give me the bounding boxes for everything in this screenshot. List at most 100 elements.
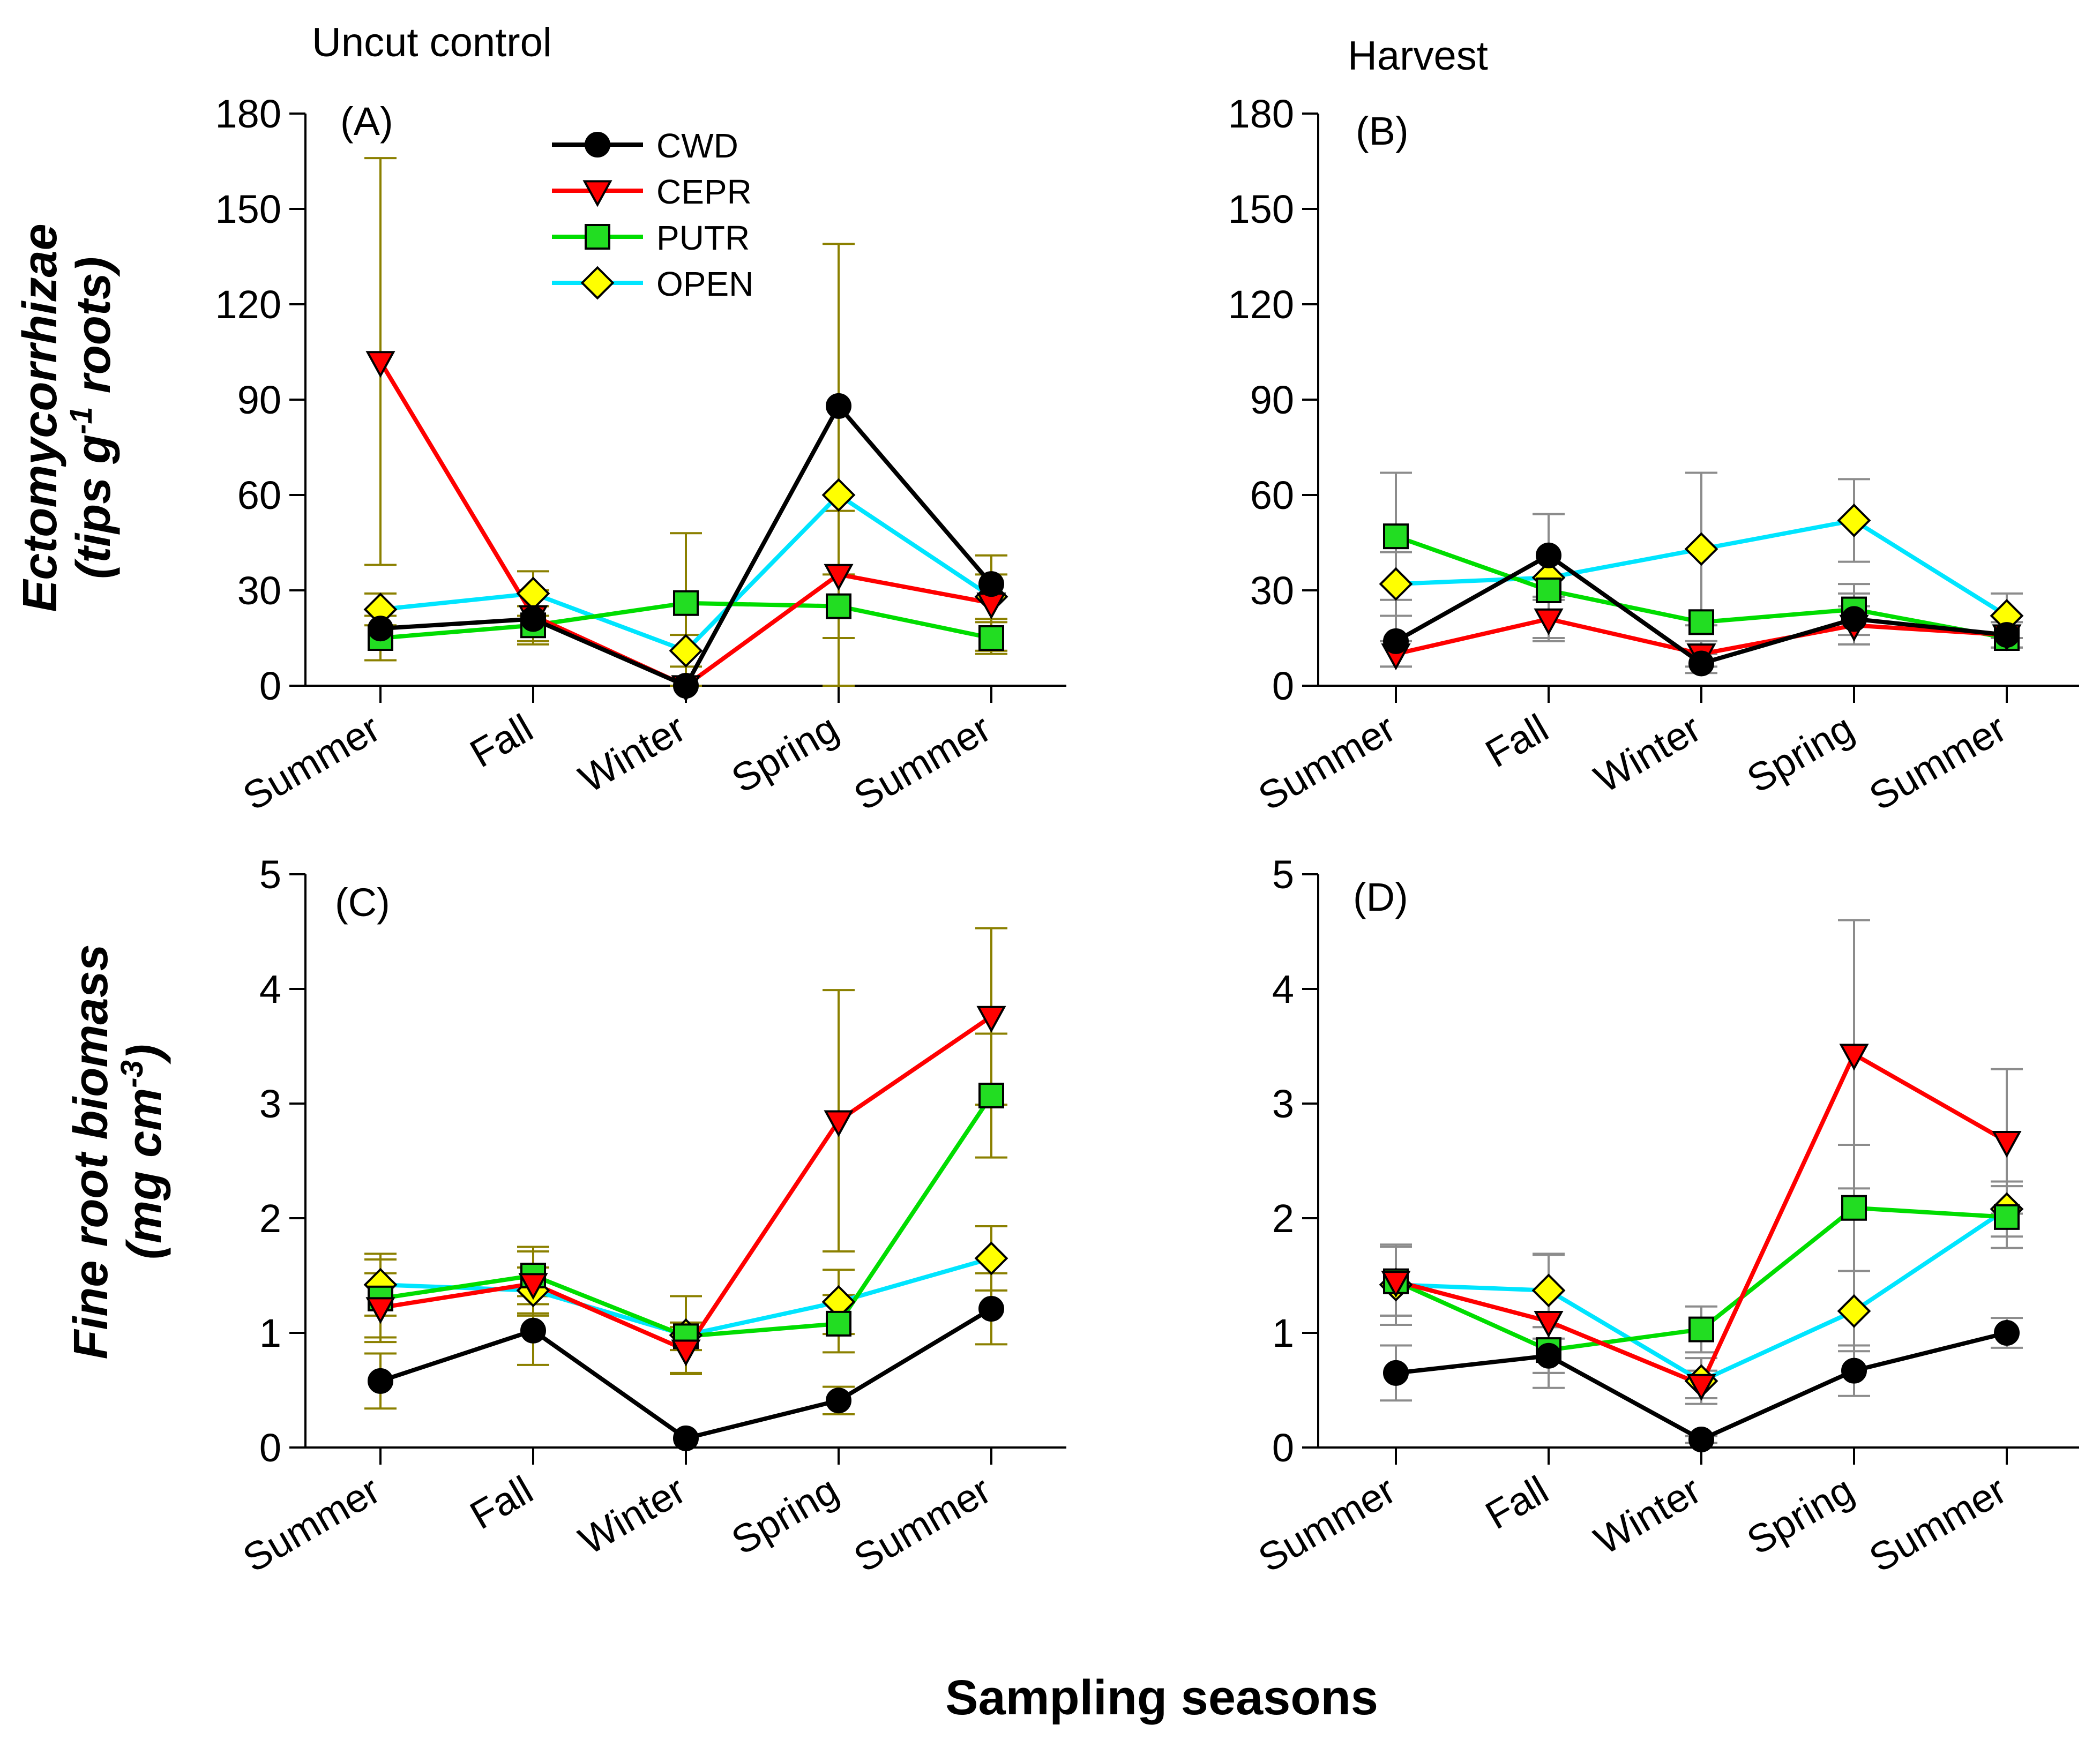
point-cwd [1536,1342,1561,1369]
point-cwd [368,1368,393,1394]
y-tick-label: 120 [1228,282,1294,327]
y-label-bottom-line2: (mg cm-3) [115,1044,171,1259]
point-cepr [365,351,395,378]
y-label-top-line1: Ectomycorrhizae [13,223,67,612]
y-tick-label: 5 [1272,852,1294,897]
point-cwd [978,1296,1004,1322]
y-tick-label: 2 [259,1196,281,1241]
point-putr [1536,578,1561,603]
point-cwd [1688,1427,1714,1453]
point-cepr [1534,608,1564,635]
point-cwd [673,1425,699,1451]
y-tick-label: 0 [259,1426,281,1470]
point-open [1379,567,1413,601]
panel-label: (D) [1353,875,1408,919]
point-putr [826,1310,851,1337]
y-label-bottom: Fine root biomass (mg cm-3) [64,944,171,1359]
point-putr [1688,609,1714,635]
point-putr [826,593,851,619]
y-tick-label: 90 [1250,378,1294,422]
legend-item-open: OPEN [552,265,753,303]
point-cepr [824,1110,854,1137]
point-open [974,1241,1008,1276]
legend-item-cepr: CEPR [552,172,752,211]
col-title-left: Uncut control [312,20,552,65]
y-tick-label: 180 [215,92,281,136]
y-tick-label: 4 [1272,967,1294,1011]
point-putr [978,1083,1004,1109]
point-putr [1383,523,1409,550]
point-open [1837,1294,1871,1328]
point-putr [1841,1195,1867,1221]
y-tick-label: 1 [1272,1311,1294,1355]
point-open [1837,504,1871,537]
panel-label: (A) [340,99,393,144]
y-tick-label: 90 [237,378,281,422]
y-tick-label: 5 [259,852,281,897]
y-label-bottom-unit: (mg cm [118,1088,171,1259]
legend-marker [585,132,610,158]
y-tick-label: 3 [259,1082,281,1126]
point-putr [1688,1316,1714,1342]
point-cwd [673,673,699,699]
y-tick-label: 0 [259,664,281,708]
point-open [669,634,703,668]
point-cwd [826,393,851,419]
legend-label: CEPR [656,172,752,211]
legend-label: CWD [656,126,738,165]
point-cwd [520,606,546,632]
point-cepr [1381,1271,1411,1298]
point-cwd [1994,1320,2020,1346]
y-tick-label: 0 [1272,664,1294,708]
y-tick-label: 30 [1250,568,1294,613]
y-label-bottom-sup: -3 [115,1060,150,1088]
y-tick-label: 0 [1272,1426,1294,1470]
point-cwd [1994,622,2020,648]
point-cepr [976,1006,1006,1033]
legend-label: OPEN [656,265,753,303]
point-cepr [1992,1131,2022,1158]
y-label-top-line2: (tips g-1 roots) [64,257,121,579]
point-cwd [520,1317,546,1344]
legend-marker [580,266,615,300]
legend-item-putr: PUTR [552,219,750,257]
point-putr [673,590,699,616]
y-tick-label: 120 [215,282,281,327]
legend-item-cwd: CWD [552,126,738,165]
point-cwd [826,1388,851,1414]
y-label-top-unit: (tips g [67,434,121,579]
point-cepr [1686,1374,1716,1401]
point-cwd [1688,650,1714,677]
y-tick-label: 150 [215,187,281,231]
y-tick-label: 2 [1272,1196,1294,1241]
legend-label: PUTR [656,219,750,257]
y-tick-label: 3 [1272,1082,1294,1126]
point-cwd [1383,1360,1409,1386]
legend-marker [582,180,612,207]
y-label-top-sup: -1 [64,407,99,434]
point-cwd [368,616,393,642]
y-tick-label: 180 [1228,92,1294,136]
col-title-right: Harvest [1348,33,1488,79]
point-cepr [1534,1311,1564,1338]
y-label-bottom-line1: Fine root biomass [64,944,118,1359]
y-tick-label: 60 [1250,473,1294,518]
y-tick-label: 1 [259,1311,281,1355]
y-tick-label: 30 [237,568,281,613]
point-open [821,478,856,512]
panel-label: (B) [1356,109,1409,153]
y-tick-label: 4 [259,967,281,1011]
panel-label: (C) [335,880,390,925]
point-cwd [1536,542,1561,568]
point-open [1684,532,1718,566]
point-cepr [671,1339,701,1367]
y-label-top-end: roots) [67,257,121,407]
point-cwd [978,571,1004,597]
point-putr [978,625,1004,651]
y-tick-label: 60 [237,473,281,518]
point-cwd [1383,628,1409,654]
legend-marker [585,224,610,250]
